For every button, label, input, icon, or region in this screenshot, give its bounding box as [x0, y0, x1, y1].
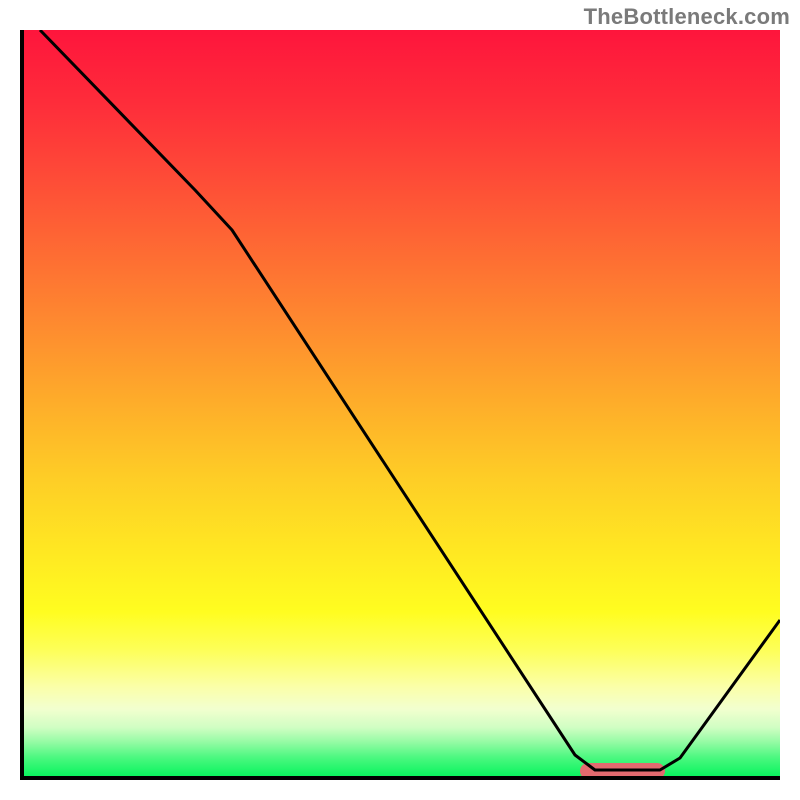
bottleneck-chart — [20, 30, 780, 780]
attribution-label: TheBottleneck.com — [584, 4, 790, 30]
chart-container: TheBottleneck.com — [0, 0, 800, 800]
plot-area — [20, 30, 780, 780]
gradient-background — [24, 30, 780, 776]
